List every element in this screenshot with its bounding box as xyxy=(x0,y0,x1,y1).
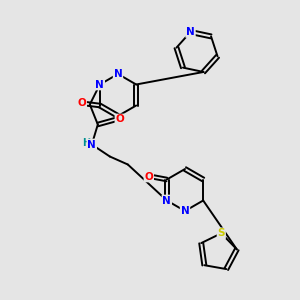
Text: O: O xyxy=(116,115,124,124)
Text: N: N xyxy=(95,80,104,89)
Text: O: O xyxy=(77,98,86,109)
Text: O: O xyxy=(144,172,153,182)
Text: N: N xyxy=(87,140,96,149)
Text: N: N xyxy=(162,196,171,206)
Text: N: N xyxy=(186,27,195,37)
Text: S: S xyxy=(218,228,225,238)
Text: N: N xyxy=(114,69,122,79)
Text: N: N xyxy=(181,206,189,216)
Text: H: H xyxy=(82,139,90,148)
